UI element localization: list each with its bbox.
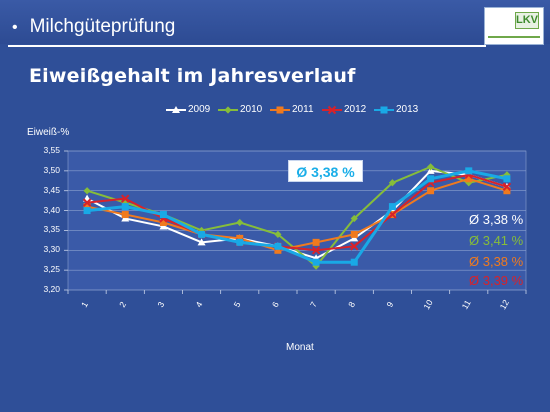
x-tick-label: 10 (421, 298, 435, 311)
data-point-2011 (465, 175, 473, 183)
data-point-2011 (274, 246, 282, 254)
average-label: Ø 3,38 % (469, 212, 524, 227)
x-tick-label: 12 (498, 298, 512, 311)
x-tick-label: 6 (270, 300, 281, 309)
data-point-2013 (236, 238, 244, 246)
legend-label: 2011 (292, 104, 314, 115)
legend-label: 2013 (396, 104, 419, 115)
data-point-2013 (83, 207, 91, 215)
data-point-2013 (388, 203, 396, 211)
y-tick-label: 3,45 (43, 184, 60, 195)
logo-stripe (488, 36, 540, 38)
x-tick-label: 2 (117, 300, 128, 309)
y-tick-label: 3,20 (43, 284, 60, 294)
data-point-2012 (121, 194, 130, 203)
data-point-2013 (350, 258, 358, 266)
legend-label: 2010 (240, 104, 263, 115)
data-point-2013 (274, 242, 282, 250)
legend-swatch (322, 105, 342, 115)
legend-marker (327, 105, 337, 115)
data-point-2012 (350, 242, 359, 251)
chart-heading: Eiweißgehalt im Jahresverlauf (29, 65, 356, 87)
data-point-2013 (121, 203, 129, 211)
data-point-2013 (427, 175, 435, 183)
legend-label: 2009 (188, 104, 211, 115)
series-line-2013 (86, 169, 508, 264)
data-point-2011 (312, 238, 320, 246)
y-tick-label: 3,25 (43, 264, 60, 275)
data-point-2011 (427, 187, 435, 195)
x-axis-label: Monat (286, 342, 314, 353)
data-point-2012-stroke (82, 198, 92, 207)
data-point-2013 (159, 211, 167, 219)
series-line-2011 (86, 177, 508, 252)
data-point-2010 (83, 187, 91, 195)
legend-marker (172, 106, 180, 113)
average-label: Ø 3,39 % (469, 273, 524, 288)
data-point-2012 (82, 198, 92, 207)
slide-title: • Milchgüteprüfung (12, 16, 175, 38)
data-point-2011 (503, 187, 511, 195)
legend-marker-stroke (327, 105, 337, 115)
legend-swatch (218, 106, 238, 114)
data-point-2011 (159, 218, 167, 226)
lkv-logo-mark: LKV (515, 12, 539, 29)
lkv-logo: LKV (484, 7, 544, 45)
data-point-2011 (121, 211, 129, 219)
data-point-2012 (311, 246, 321, 255)
data-point-2010 (236, 218, 244, 227)
data-point-2012-stroke (350, 242, 359, 251)
data-point-2012-stroke (121, 194, 130, 203)
legend-swatch (270, 106, 290, 114)
legend-marker (380, 106, 388, 114)
x-tick-label: 5 (232, 300, 243, 309)
title-divider (8, 45, 486, 47)
data-point-2013 (503, 175, 511, 183)
legend-swatch (374, 106, 394, 114)
data-point-2011 (83, 203, 91, 211)
slide-title-text: Milchgüteprüfung (29, 16, 176, 37)
average-box: Ø 3,38 % (288, 160, 363, 182)
data-point-2010 (388, 179, 397, 187)
data-point-2013 (465, 167, 473, 175)
y-tick-label: 3,40 (43, 204, 60, 215)
average-label: Ø 3,38 % (469, 254, 524, 269)
y-tick-label: 3,55 (43, 145, 60, 155)
data-point-2011 (350, 230, 358, 238)
average-label: Ø 3,41 % (469, 233, 524, 248)
series-line-2009 (86, 169, 508, 260)
y-tick-label: 3,35 (43, 224, 60, 235)
x-tick-label: 8 (346, 300, 357, 309)
series-line-2012 (86, 173, 508, 252)
legend-label: 2012 (344, 104, 367, 115)
y-tick-label: 3,30 (43, 244, 60, 255)
y-axis-label: Eiweiß-% (27, 127, 70, 138)
data-point-2012-stroke (502, 182, 512, 191)
header-bar (0, 0, 550, 44)
data-point-2010 (274, 230, 282, 238)
x-tick-label: 11 (460, 298, 473, 311)
legend-marker (224, 106, 232, 114)
x-tick-label: 9 (384, 300, 395, 309)
data-point-2011 (236, 234, 244, 242)
data-point-2012-stroke (311, 246, 321, 255)
x-tick-label: 1 (79, 300, 90, 309)
x-tick-label: 3 (155, 300, 166, 309)
data-point-2010 (426, 163, 435, 171)
data-point-2012-stroke (388, 210, 397, 219)
data-point-2010 (350, 214, 358, 223)
data-point-2012 (502, 182, 512, 191)
data-point-2009 (197, 238, 206, 246)
legend-marker (276, 106, 284, 114)
x-tick-label: 7 (308, 300, 319, 309)
legend-swatch (166, 106, 186, 113)
y-tick-label: 3,50 (43, 164, 60, 175)
x-tick-label: 4 (193, 300, 204, 309)
data-point-2013 (198, 230, 206, 238)
data-point-2013 (312, 258, 320, 266)
bullet-icon: • (12, 19, 18, 36)
